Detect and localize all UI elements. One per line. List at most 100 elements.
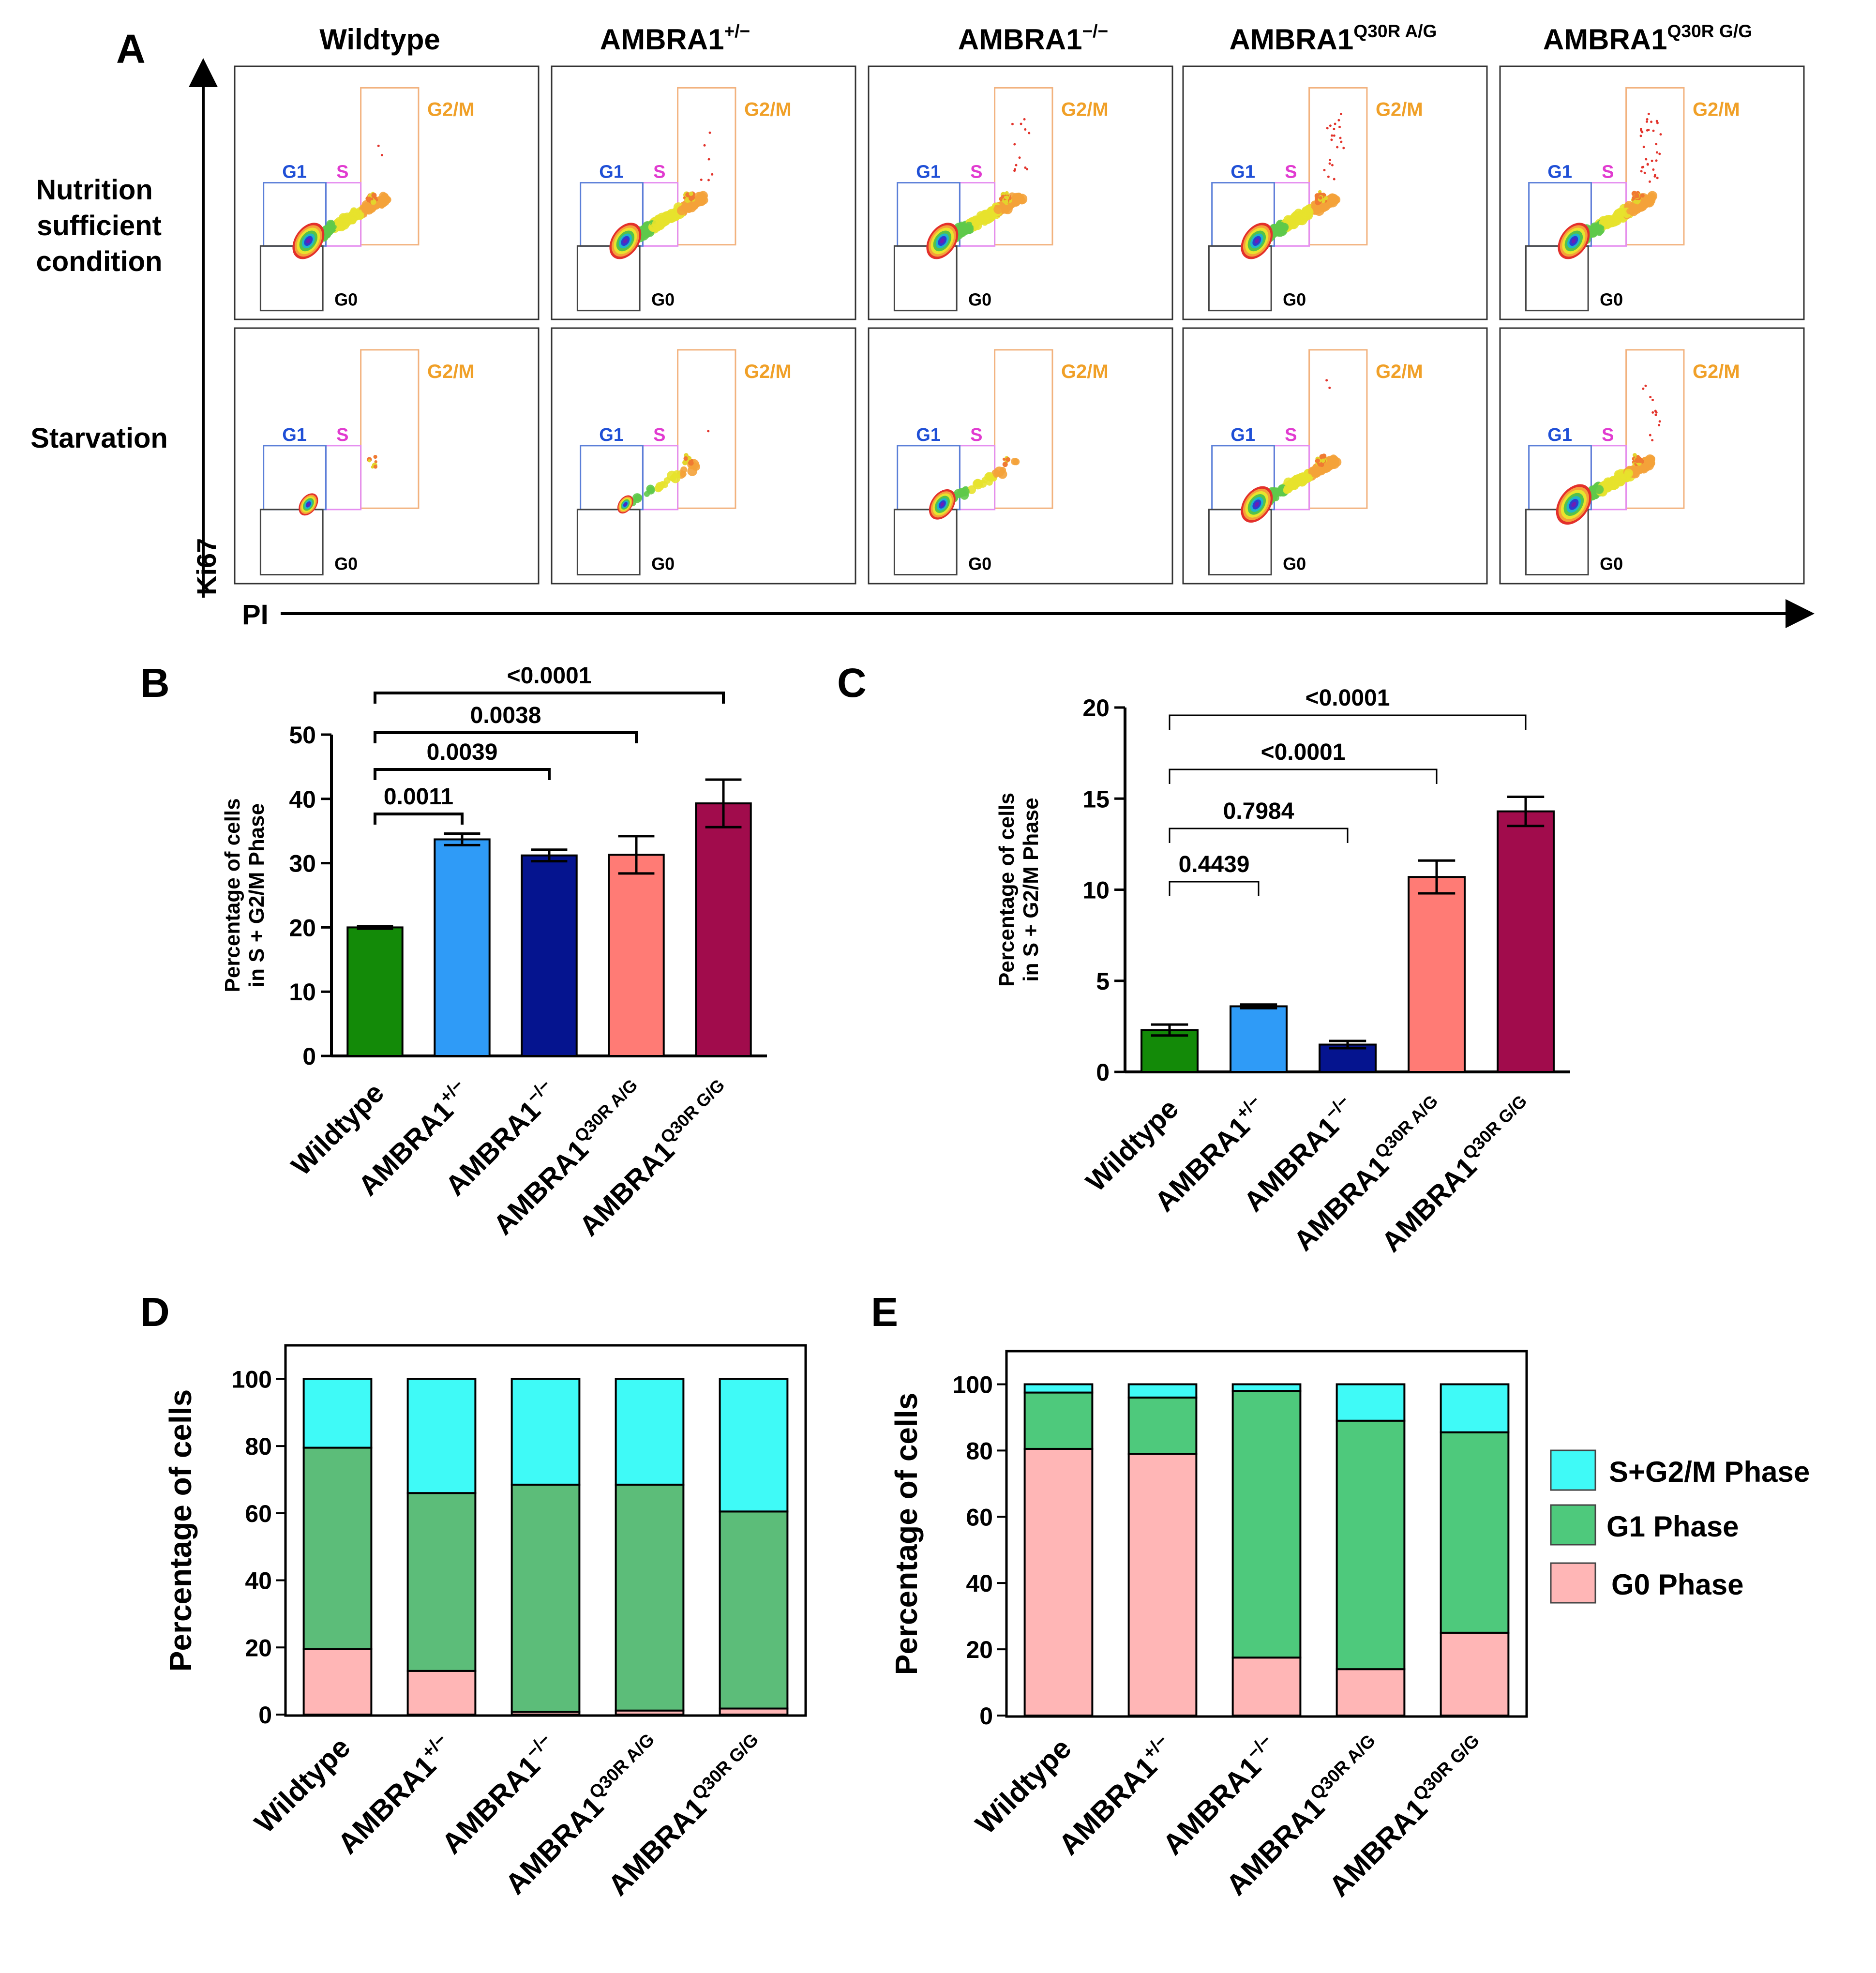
gate-g2m [360,87,420,246]
population-dot [1339,136,1342,139]
population-dot [1654,409,1657,412]
population-dot [1655,151,1658,154]
population-dot [1640,170,1643,173]
bar-4 [695,802,752,1057]
population-dots [1556,384,1661,525]
x-tick-label-4: AMBRA1Q30R G/G [1374,1091,1541,1258]
x-tick-label-3-sup: Q30R A/G [1371,1091,1442,1162]
gate-label-g1: G1 [282,425,307,445]
comparison-label-1: 0.0039 [427,739,498,765]
gate-g2m [677,349,736,509]
population-dot [1323,169,1326,172]
population-dot [985,472,993,480]
column-header-4: AMBRA1Q30R G/G [1543,21,1752,56]
population-dot [1324,196,1328,200]
panel-label-c: C [837,660,867,706]
gate-g0 [1208,509,1272,576]
x-tick-label-4-sup: Q30R G/G [1458,1091,1531,1163]
scatter-plot-frame [1182,65,1488,320]
population-dot [1653,175,1656,178]
gate-label-g2m: G2/M [1061,361,1109,382]
y-axis-label: Percentage of cells [163,1389,198,1672]
stack-segment-4-2 [1440,1383,1510,1433]
population-dots [926,118,1031,259]
population-dot [687,456,692,460]
comparison-label-2: <0.0001 [1261,739,1346,765]
y-tick-label: 10 [1082,877,1110,904]
population-core-6 [940,238,945,243]
population-dot [1645,120,1648,123]
scatter-plot-frame [868,65,1173,320]
population-dot [1651,411,1654,414]
population-dots [299,454,378,516]
stack-segment-2-1 [1231,1390,1302,1659]
comparison-bracket-2 [1169,768,1438,784]
population-dot [380,154,383,157]
gate-g0 [893,245,958,312]
population-dot [1643,171,1646,174]
population-dot [1658,423,1661,426]
bar-3 [608,854,665,1057]
population-dot [1651,439,1654,442]
y-axis-label-line-1: in S + G2/M Phase [1019,798,1043,981]
population-core-6 [1254,502,1259,507]
gate-label-s: S [1285,425,1297,445]
panel-label-b: B [140,660,170,706]
bar-2 [521,854,578,1057]
population-dot [1302,209,1310,217]
x-tick-label-4: AMBRA1Q30R G/G [571,1075,738,1242]
x-tick-label-0-base: Wildtype [248,1731,357,1839]
comparison-label-1: 0.7984 [1223,798,1294,824]
column-headers: Wildtype AMBRA1+/− AMBRA1−/− AMBRA1Q30R A/G… [319,21,1752,56]
population-dot [1331,164,1334,166]
scatter-plot-frame [868,327,1173,585]
population-dot [373,465,378,469]
x-tick-label-3-sup: Q30R A/G [585,1729,658,1802]
stack-segment-3-1 [1336,1419,1406,1671]
gate-label-g2m: G2/M [744,99,792,120]
population-dot [1636,466,1644,473]
population-dot [646,484,655,494]
population-dot [1594,485,1604,494]
bar-1 [1230,1005,1288,1073]
population-dot [336,222,344,229]
y-tick-label: 20 [1082,694,1110,722]
population-dot [707,430,710,433]
population-dot [1319,196,1322,200]
population-dot [1655,120,1658,122]
population-dot [1305,474,1312,481]
population-dot [1333,134,1336,137]
gate-label-s: S [1285,162,1297,182]
population-dot [1338,125,1341,128]
y-tick-label: 0 [1096,1059,1110,1086]
gate-label-g0: G0 [1283,554,1306,574]
x-tick-label-4-base: AMBRA1 [1376,1151,1483,1258]
panel-label-d: D [140,1289,170,1335]
population-dot [1649,396,1652,399]
population-dot [703,144,706,147]
population-dot [1328,162,1331,165]
comparison-bracket-2 [374,731,638,743]
population-dot [374,460,377,464]
population-dot [655,218,666,228]
population-dot [1599,220,1605,226]
population-dot [1340,140,1343,143]
population-dot [1642,146,1645,149]
gate-g2m [994,349,1053,509]
y-tick-label: 100 [953,1371,993,1398]
legend-label-sg2m: S+G2/M Phase [1609,1456,1810,1488]
population-dot [1024,128,1027,131]
chart-b: 0 10 20 30 40 50 Percentage of cells in S + G2/… [221,663,767,1242]
population-dots [929,456,1020,520]
bar-4 [1497,810,1555,1073]
stack-segment-3-1 [615,1483,685,1712]
x-tick-label-4-base: AMBRA1 [602,1791,713,1902]
population-core-6 [1571,238,1576,243]
gate-g2m [1308,87,1368,246]
gate-g2m [994,87,1053,246]
stack-segment-2-1 [510,1483,581,1713]
comparison-label-3: <0.0001 [507,663,592,689]
row-label-nutrition-line1: Nutrition [36,174,153,206]
population-dot [1026,168,1029,171]
